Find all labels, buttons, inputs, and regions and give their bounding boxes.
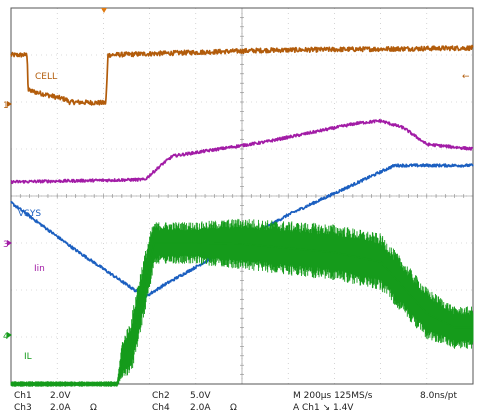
timebase-readout: M 200µs 125MS/s — [293, 391, 373, 401]
ch1-trigger-level-arrow: ← — [462, 72, 470, 82]
ch4-readout-unit: Ω — [230, 403, 237, 413]
cell-trace-label: CELL — [35, 72, 57, 82]
trace-group — [10, 44, 474, 387]
il-trace-label: IL — [24, 352, 32, 362]
plot-frame — [10, 7, 474, 385]
ch3-readout-unit: Ω — [90, 403, 97, 413]
ch1-readout-label: Ch1 — [14, 391, 32, 401]
ch1-ground-arrow — [7, 101, 12, 107]
ch3-readout-scale: 2.0A — [50, 403, 71, 413]
ch2-readout-scale: 5.0V — [190, 391, 211, 401]
ch1-readout-scale: 2.0V — [50, 391, 71, 401]
trace-cell — [10, 44, 474, 106]
iin-trace-label: Iin — [34, 264, 45, 274]
ch4-ground-marker: 4 — [3, 332, 9, 342]
ch3-ground-arrow — [7, 240, 12, 246]
ch4-readout-scale: 2.0A — [190, 403, 211, 413]
ch2-readout-label: Ch2 — [152, 391, 170, 401]
trigger-readout: A Ch1 ↘ 1.4V — [293, 403, 354, 413]
readout-panel: Ch1 2.0V Ch3 2.0A Ω Ch2 5.0V Ch4 2.0A Ω … — [14, 391, 457, 413]
ch3-ground-marker: 3 — [3, 240, 9, 250]
ch3-readout-label: Ch3 — [14, 403, 32, 413]
ch4-ground-arrow — [7, 332, 12, 338]
resolution-readout: 8.0ns/pt — [420, 391, 457, 401]
trigger-position-marker — [101, 8, 107, 13]
ch1-ground-marker: 1 — [3, 101, 9, 111]
trace-iin — [10, 118, 474, 185]
trace-il — [11, 242, 473, 385]
ch4-readout-label: Ch4 — [152, 403, 170, 413]
vsys-trace-label: VSYS — [18, 209, 41, 219]
